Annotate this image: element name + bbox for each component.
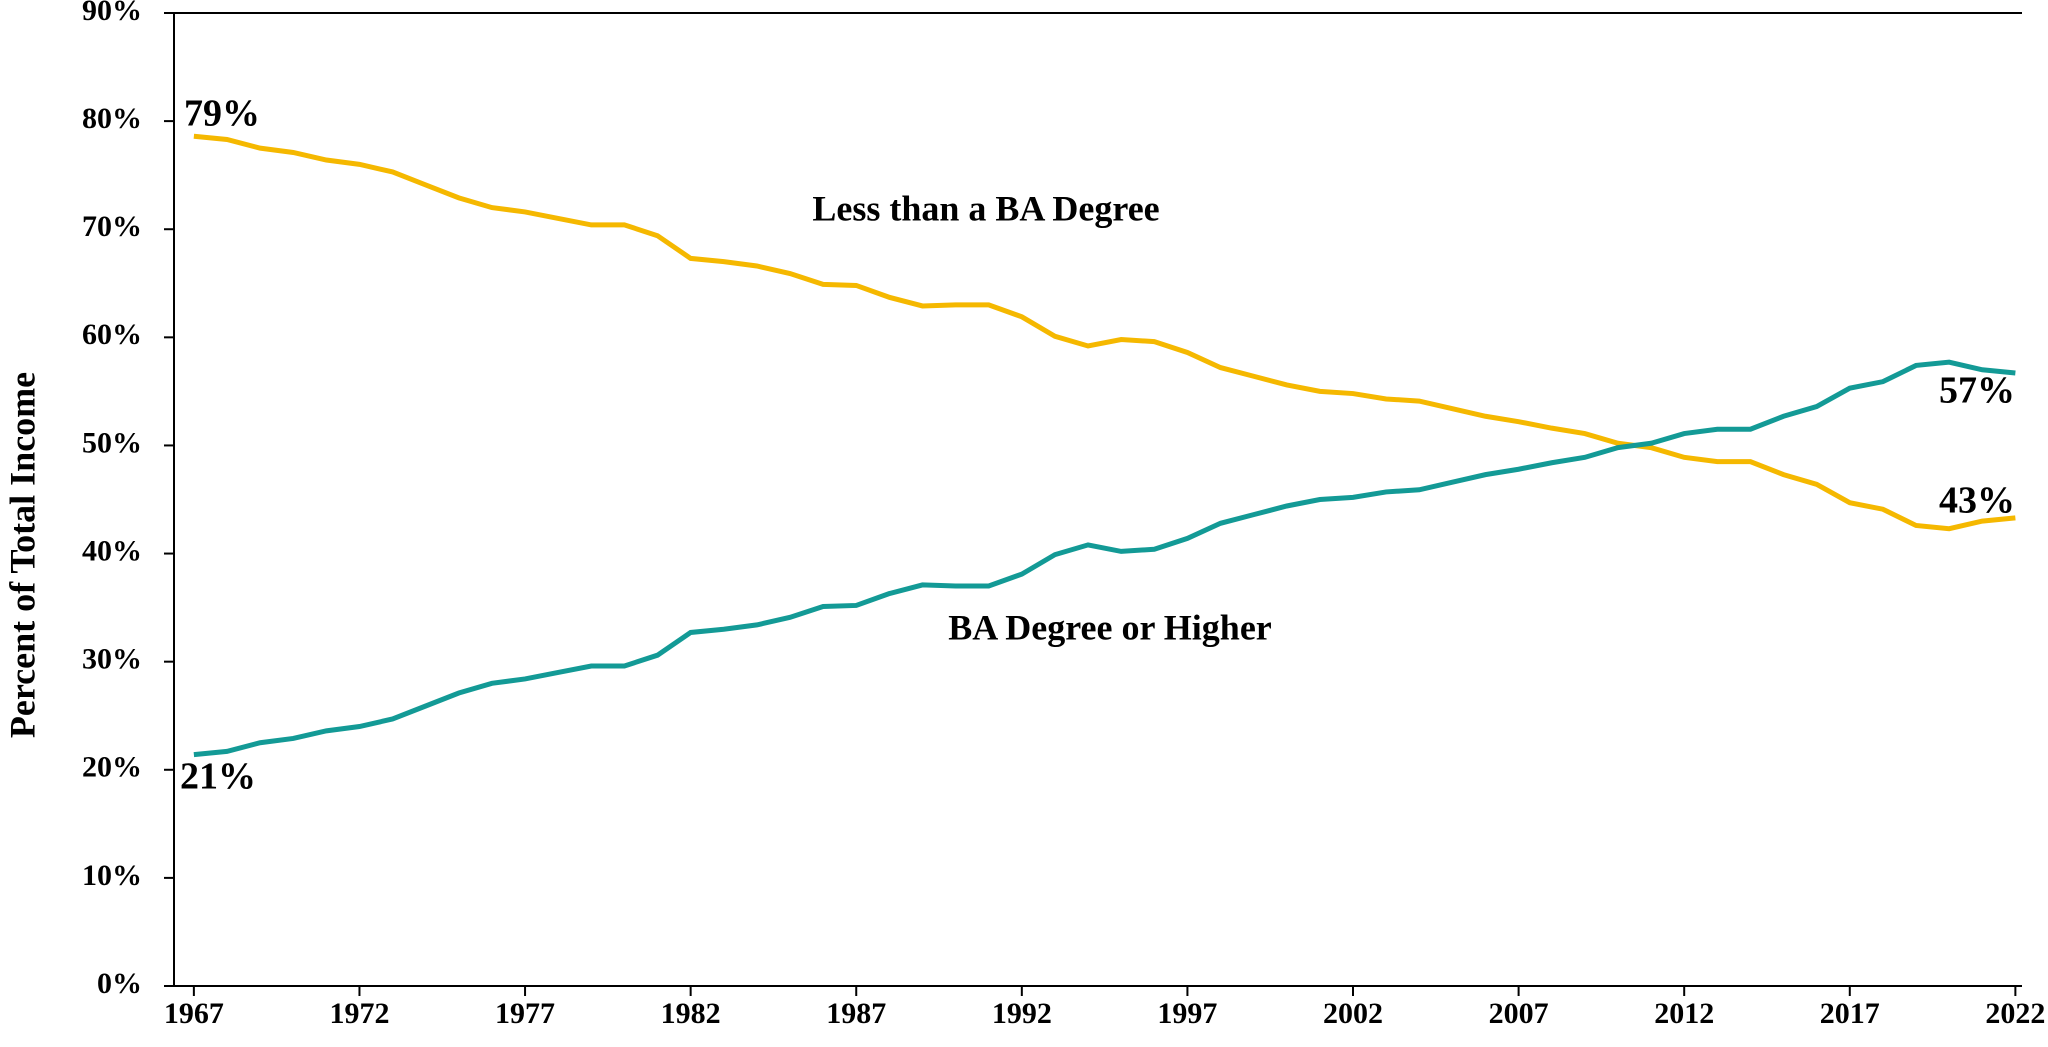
annotation: 21% xyxy=(180,756,256,798)
x-tick-label: 1992 xyxy=(992,997,1052,1030)
x-tick-label: 1987 xyxy=(826,997,886,1030)
x-tick-label: 2002 xyxy=(1323,997,1383,1030)
y-tick-label: 0% xyxy=(97,967,142,1000)
y-tick-label: 10% xyxy=(82,859,142,892)
x-tick-label: 1977 xyxy=(495,997,555,1030)
x-tick-label: 2007 xyxy=(1489,997,1549,1030)
y-tick-label: 70% xyxy=(82,210,142,243)
y-tick-label: 30% xyxy=(82,643,142,676)
x-tick-label: 1997 xyxy=(1157,997,1217,1030)
series-label: Less than a BA Degree xyxy=(812,188,1159,228)
series-line xyxy=(193,359,2016,758)
x-tick-label: 2012 xyxy=(1654,997,1714,1030)
x-tick-label: 1982 xyxy=(661,997,721,1030)
series-label: BA Degree or Higher xyxy=(948,607,1272,647)
x-tick-label: 2022 xyxy=(1985,997,2045,1030)
y-tick-label: 80% xyxy=(82,102,142,135)
y-tick-label: 50% xyxy=(82,426,142,459)
annotation: 57% xyxy=(1939,370,2015,412)
series-line xyxy=(193,133,2016,532)
y-tick-label: 60% xyxy=(82,318,142,351)
x-tick-label: 1967 xyxy=(164,997,224,1030)
y-tick-label: 20% xyxy=(82,751,142,784)
annotation: 79% xyxy=(184,93,260,135)
y-tick-label: 90% xyxy=(82,0,142,27)
y-tick-label: 40% xyxy=(82,534,142,567)
x-tick-label: 2017 xyxy=(1820,997,1880,1030)
x-tick-label: 1972 xyxy=(329,997,389,1030)
annotation: 43% xyxy=(1939,480,2015,522)
y-axis-label: Percent of Total Income xyxy=(2,372,42,738)
